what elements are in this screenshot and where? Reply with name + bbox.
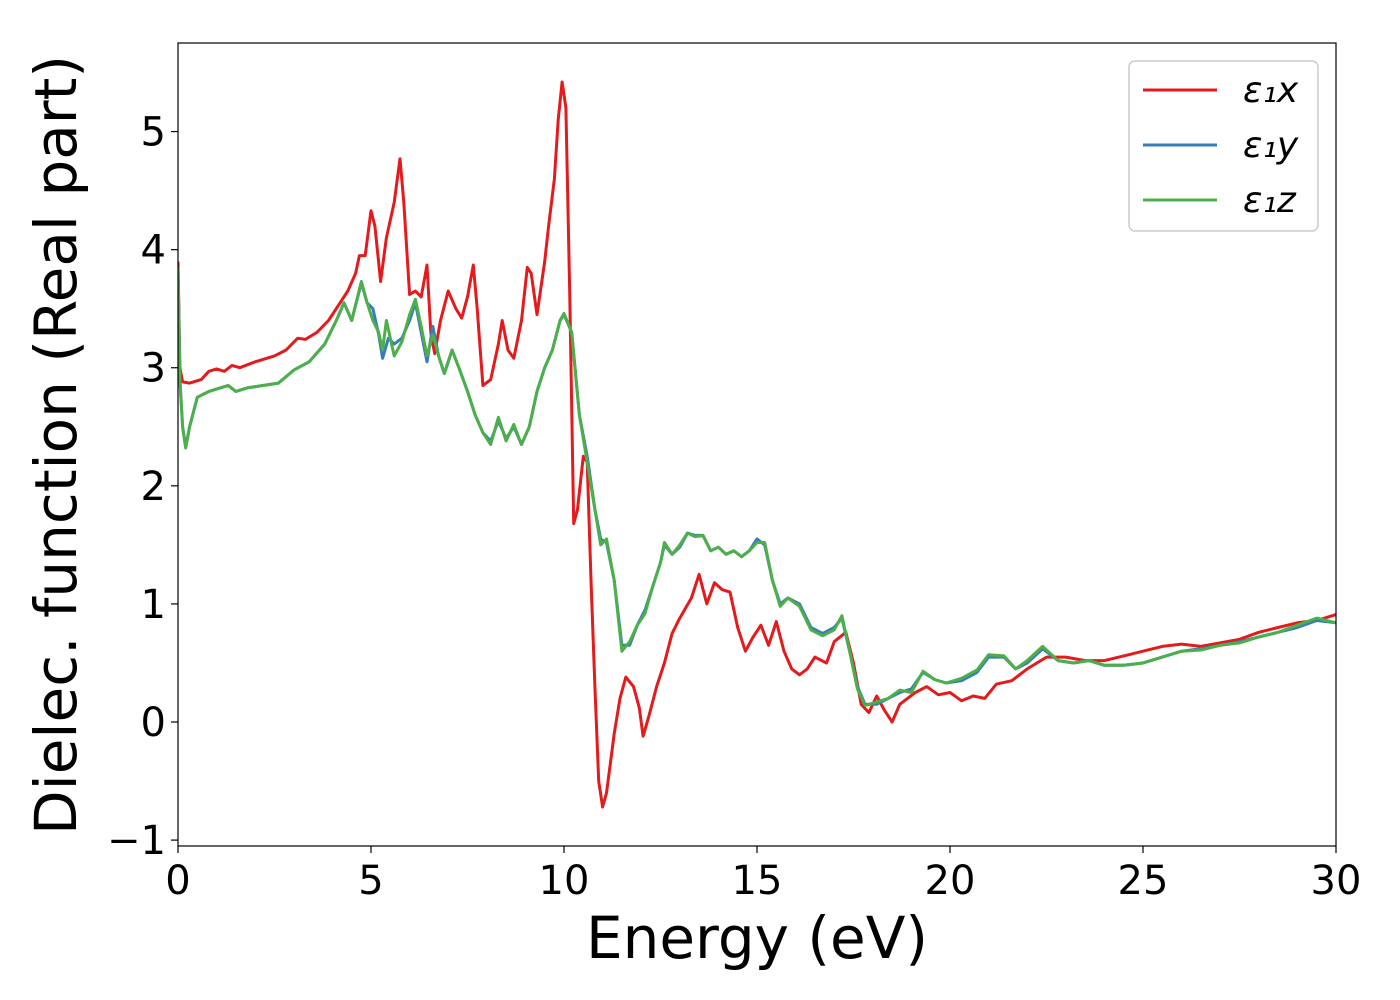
x-tick-label: 5 <box>358 858 383 904</box>
series-layer <box>178 80 1336 809</box>
x-tick-label: 0 <box>165 858 190 904</box>
y-tick-label: −1 <box>107 818 166 864</box>
x-tick-label: 25 <box>1118 858 1169 904</box>
legend-label-3: ε₁z <box>1243 180 1297 221</box>
y-tick-label: 0 <box>141 700 166 746</box>
legend-box <box>1128 60 1319 232</box>
x-tick-label: 10 <box>539 858 590 904</box>
y-tick-label: 5 <box>141 110 166 156</box>
legend: ε₁x ε₁y ε₁z <box>1128 60 1319 232</box>
series-line-3 <box>178 267 1336 707</box>
x-tick-label: 20 <box>925 858 976 904</box>
y-tick-label: 4 <box>141 228 166 274</box>
x-tick-label: 15 <box>732 858 783 904</box>
x-axis-title: Energy (eV) <box>586 904 928 972</box>
y-tick-label: 3 <box>141 346 166 392</box>
x-tick-label: 30 <box>1311 858 1362 904</box>
legend-label-2: ε₁y <box>1243 125 1299 166</box>
y-tick-label: 1 <box>141 582 166 628</box>
y-axis-title: Dielec. function (Real part) <box>22 55 90 835</box>
y-tick-label: 2 <box>141 464 166 510</box>
legend-label-1: ε₁x <box>1243 70 1299 111</box>
series-line-1 <box>178 80 1336 809</box>
